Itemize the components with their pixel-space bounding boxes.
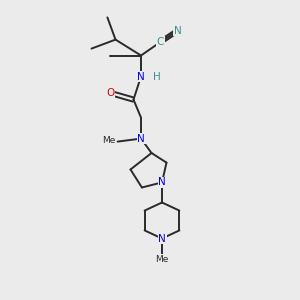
Text: O: O bbox=[106, 88, 115, 98]
Text: H: H bbox=[153, 71, 160, 82]
Text: C: C bbox=[157, 37, 164, 47]
Text: N: N bbox=[137, 71, 145, 82]
Text: Me: Me bbox=[155, 255, 169, 264]
Text: N: N bbox=[158, 177, 166, 188]
Text: N: N bbox=[158, 233, 166, 244]
Text: N: N bbox=[137, 134, 145, 144]
Text: Me: Me bbox=[103, 136, 116, 145]
Text: N: N bbox=[174, 26, 182, 36]
